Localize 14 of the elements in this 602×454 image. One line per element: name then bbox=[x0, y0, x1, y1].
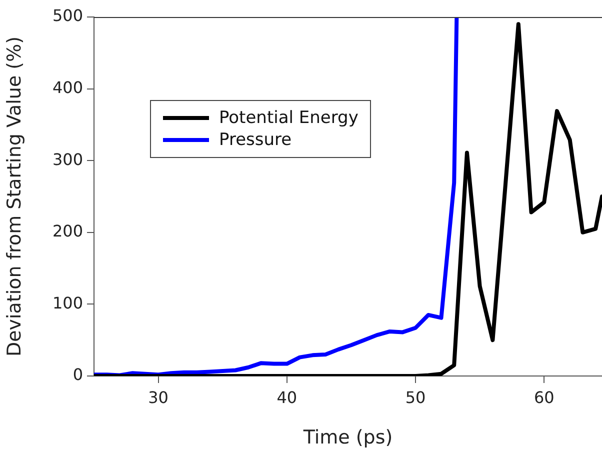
y-tick-label: 0 bbox=[72, 365, 83, 384]
x-tick-label: 40 bbox=[276, 388, 298, 407]
legend-label: Potential Energy bbox=[219, 108, 358, 128]
x-tick-label: 30 bbox=[148, 388, 168, 407]
y-tick-label: 500 bbox=[52, 6, 83, 26]
y-tick-label: 200 bbox=[52, 222, 83, 241]
y-axis-title: Deviation from Starting Value (%) bbox=[3, 36, 26, 357]
x-axis-title: Time (ps) bbox=[302, 426, 393, 449]
y-tick-label: 400 bbox=[52, 78, 83, 97]
x-tick-label: 50 bbox=[405, 388, 426, 407]
y-tick-label: 300 bbox=[52, 150, 83, 169]
y-tick-label: 100 bbox=[52, 293, 83, 312]
x-tick-label: 60 bbox=[534, 388, 554, 407]
legend-label: Pressure bbox=[219, 130, 292, 150]
